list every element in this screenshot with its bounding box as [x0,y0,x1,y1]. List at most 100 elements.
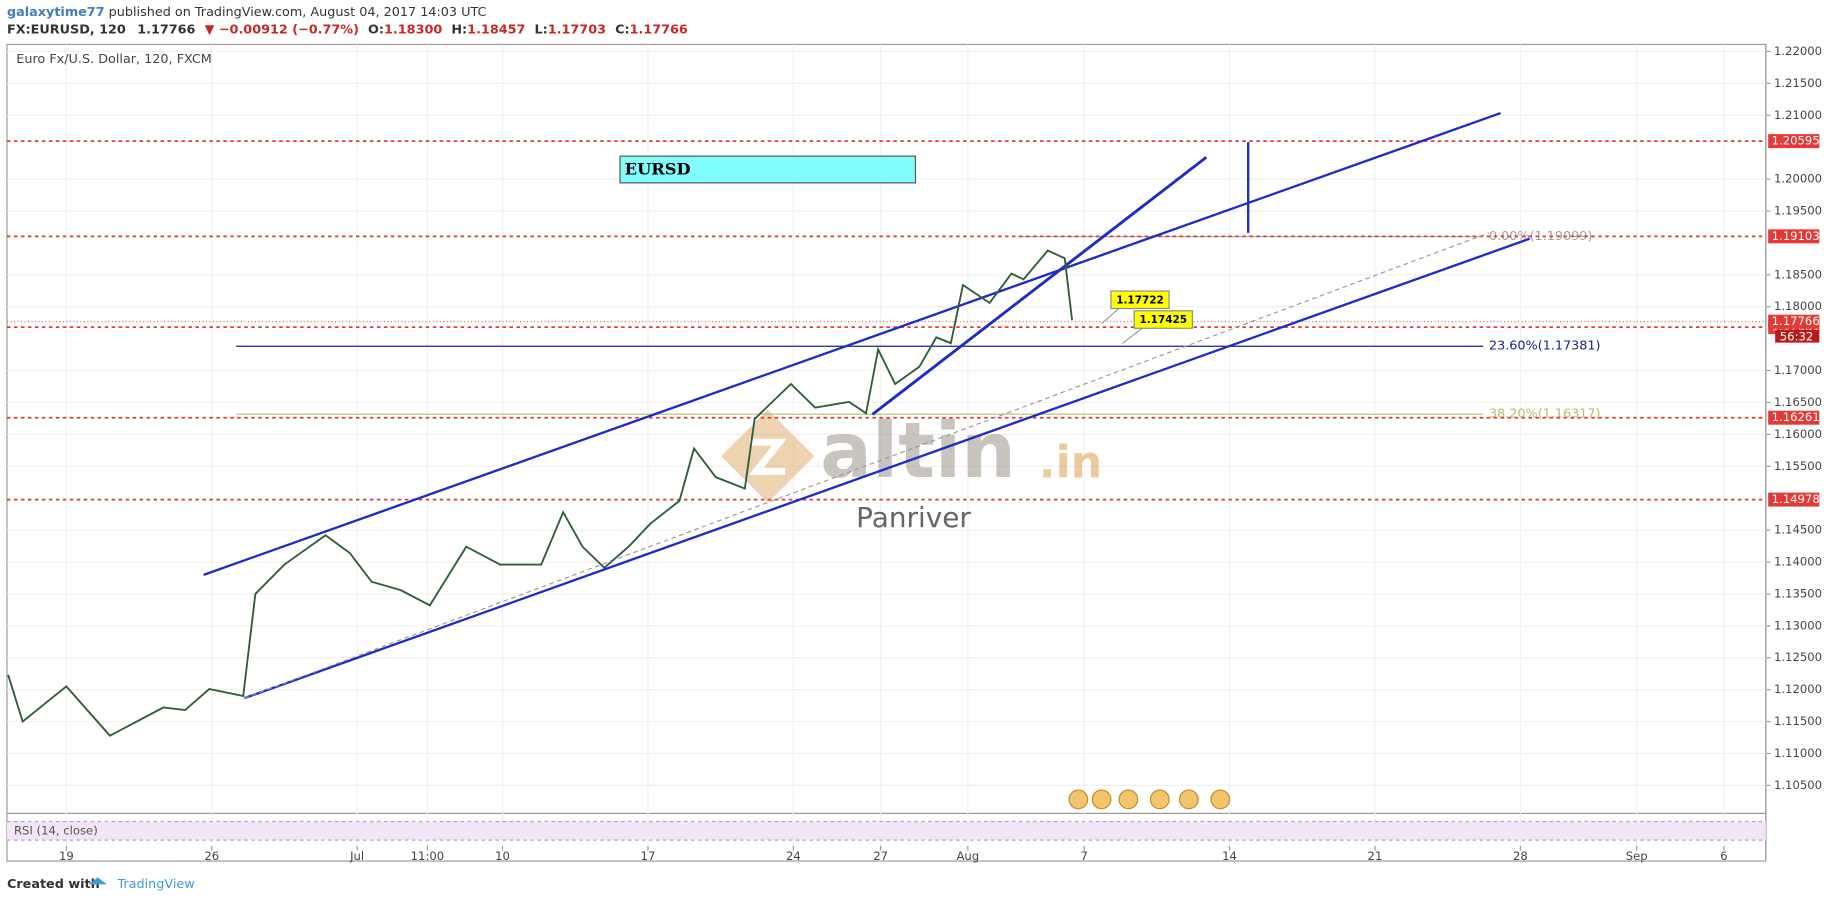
y-tick-label: 1.12500 [1774,650,1822,664]
callout-pointer [1101,306,1121,325]
y-tick-label: 1.21000 [1774,108,1822,122]
ohlc-val: 1.17703 [548,22,606,37]
y-tick-label: 1.18000 [1774,299,1822,313]
level-tag-label: 1.20595 [1772,134,1820,148]
x-tick-label: Aug [956,849,979,863]
change: ▼ −0.00912 (−0.77%) [205,22,359,37]
channel-upper [203,111,1502,576]
event-icon [1118,789,1139,810]
event-icon [1149,789,1170,810]
callouts: 1.17722 1.17425 [1101,290,1193,344]
x-tick-label: 28 [1513,849,1528,863]
x-tick-label: Sep [1626,849,1648,863]
level-tag [1768,134,1820,149]
channel-lower [243,237,1531,700]
event-icon [1178,789,1199,810]
x-tick-label: 26 [204,849,219,863]
y-tick-label: 1.19500 [1774,204,1822,218]
watermark-user: Panriver [856,501,971,534]
footer-created: Created with [7,877,100,892]
level-tag-label: 1.14978 [1772,492,1820,506]
y-tick-label: 1.20000 [1774,172,1822,186]
ohlc-key: L: [535,22,548,37]
level-tag [1768,492,1820,507]
footer-brand: TradingView [116,877,194,892]
ohlc-val: 1.18300 [384,22,442,37]
level-tag [1768,410,1820,425]
event-icon [1210,789,1231,810]
y-tick-label: 1.12000 [1774,682,1822,696]
x-tick-label: 10 [495,849,510,863]
y-tick-label: 1.16500 [1774,395,1822,409]
x-tick-label: Jul [349,849,364,863]
x-tick-label: 6 [1720,849,1727,863]
y-tick-label: 1.11000 [1774,746,1822,760]
fib-label: 23.60%(1.17381) [1489,339,1601,354]
header-line-2: FX:EURUSD, 120 1.17766 ▼ −0.00912 (−0.77… [7,22,688,37]
current-price-label: 1.17766 [1772,314,1820,328]
callout-label: 1.17425 [1139,314,1187,326]
last-price: 1.17766 [137,22,195,37]
published: published on TradingView.com, August 04,… [109,4,487,19]
ohlc-key: C: [615,22,629,37]
grid [6,44,1766,846]
trendlines [203,111,1531,700]
label-box-text: EURSD [625,160,691,179]
event-icons [1068,789,1231,810]
timer-label: 56:32 [1780,329,1814,343]
median-line [244,232,1490,699]
y-tick-label: 1.14000 [1774,555,1822,569]
y-tick-label: 1.15500 [1774,459,1822,473]
y-tick-label: 1.10500 [1774,778,1822,792]
ohlc-key: O: [368,22,384,37]
symbol: FX:EURUSD, 120 [7,22,126,37]
y-tick-label: 1.14500 [1774,523,1822,537]
rsi-label: RSI (14, close) [14,823,98,837]
ohlc-val: 1.18457 [467,22,525,37]
levels: 0.00%(1.19099) 23.60%(1.17381) 38.20%(1.16… [6,140,1766,501]
x-tick-label: 11:00 [411,849,445,863]
event-icon [1091,789,1112,810]
x-tick-label: 17 [641,849,656,863]
ohlc-val: 1.17766 [630,22,688,37]
callout-box [1110,290,1170,310]
rsi-band [6,821,1766,841]
y-tick-label: 1.11500 [1774,714,1822,728]
watermark-tld: .in [1039,438,1102,489]
x-tick-label: 21 [1368,849,1383,863]
x-tick-label: 27 [873,849,888,863]
price-line [7,249,1073,737]
event-icon [1068,789,1089,810]
x-tick-label: 7 [1080,849,1087,863]
level-tag-label: 1.16261 [1772,410,1820,424]
current-price-tag [1768,314,1820,329]
author: galaxytime77 [7,4,105,19]
timer-tag [1775,329,1820,343]
x-tick-label: 19 [59,849,74,863]
y-tick-label: 1.22000 [1774,44,1822,58]
x-tick-label: 24 [786,849,801,863]
y-tick-label: 1.16000 [1774,427,1822,441]
y-tick-label: 1.17000 [1774,363,1822,377]
label-box [619,155,917,184]
fib-label: 0.00%(1.19099) [1489,229,1592,244]
callout-label: 1.17722 [1116,294,1164,306]
watermark-logo-mark [748,438,787,475]
y-tick-label: 1.21500 [1774,76,1822,90]
callout-box [1133,310,1193,329]
y-tick-label: 1.13500 [1774,586,1822,600]
ohlc-key: H: [451,22,467,37]
callout-pointer [1122,326,1144,344]
steep-trendline [871,156,1208,416]
footer-logo [88,877,108,885]
header-line-1: galaxytime77 published on TradingView.co… [7,4,487,19]
level-tag-label: 1.19103 [1772,229,1820,243]
level-tag [1768,229,1820,244]
y-tick-label: 1.13000 [1774,618,1822,632]
series [7,249,1073,737]
fib-label: 38.20%(1.16317) [1489,407,1601,422]
chart-title: Euro Fx/U.S. Dollar, 120, FXCM [16,52,212,67]
x-tick-label: 14 [1222,849,1237,863]
